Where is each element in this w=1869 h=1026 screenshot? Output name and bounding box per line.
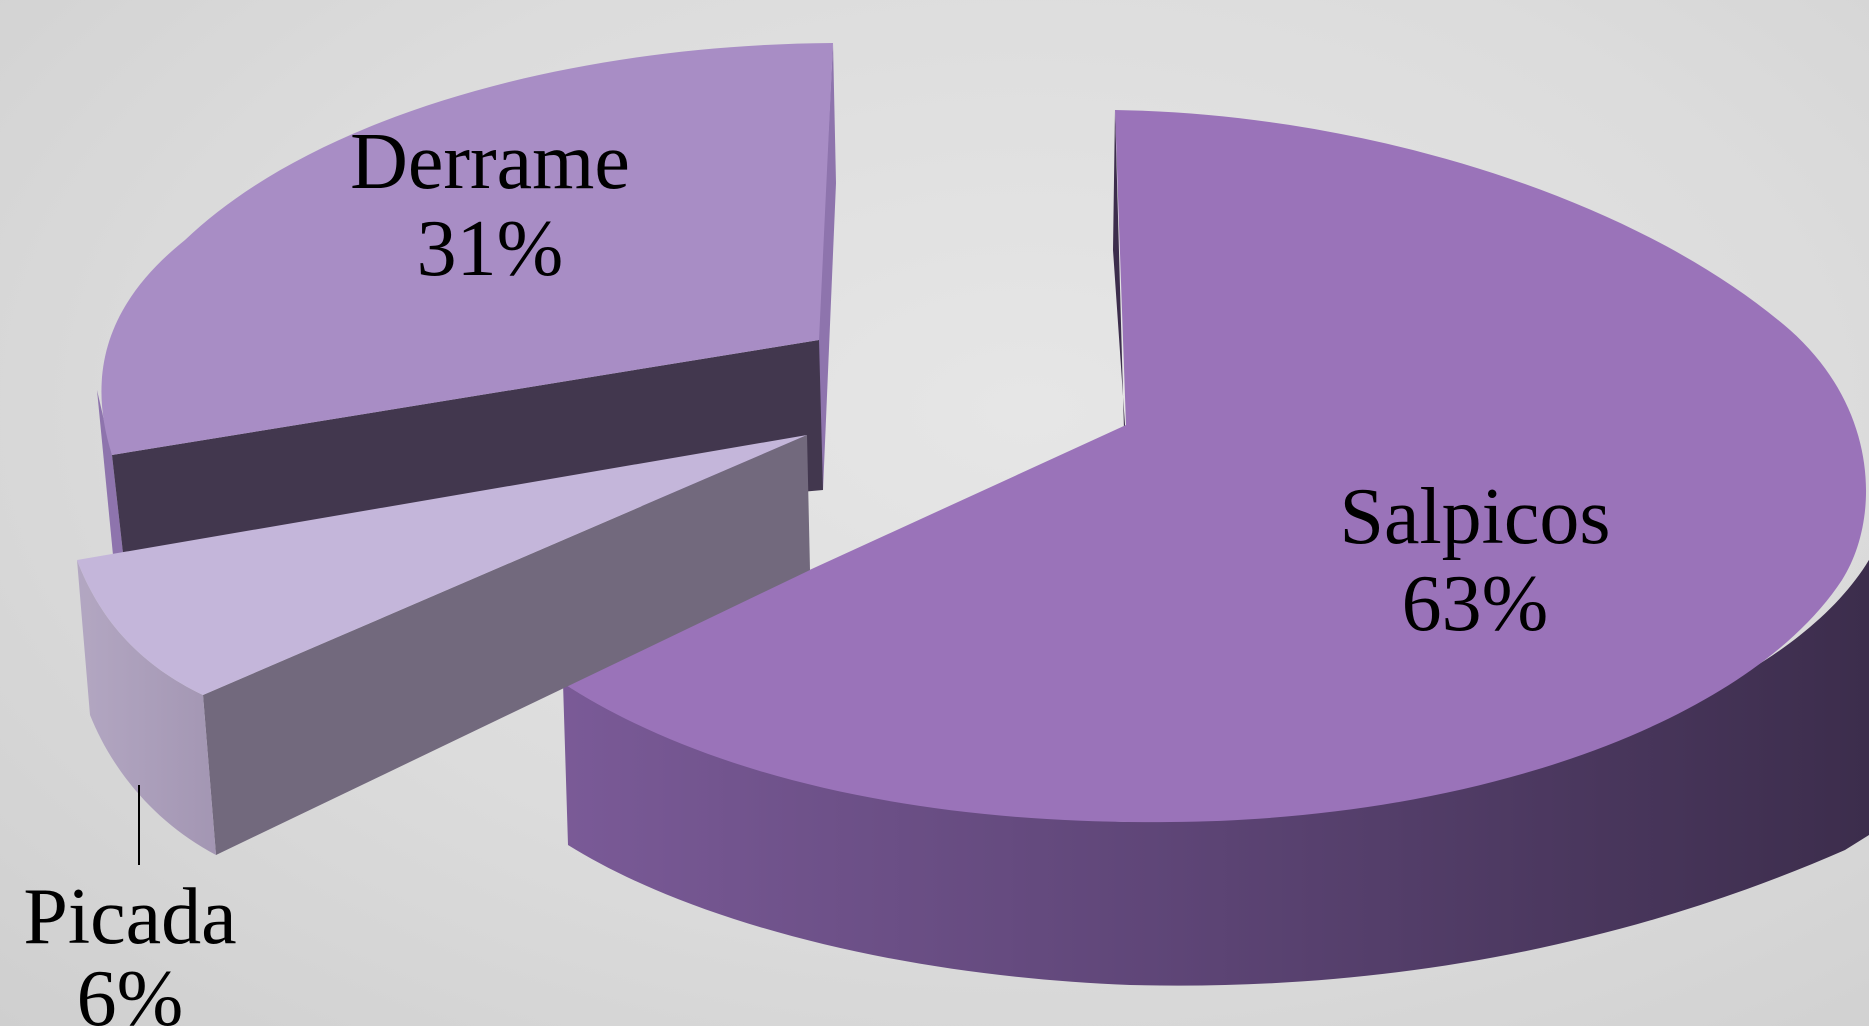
slice-inner-wall	[1113, 110, 1125, 430]
label-category: Salpicos	[1339, 473, 1610, 561]
label-percent: 6%	[77, 955, 184, 1026]
label-percent: 31%	[417, 205, 564, 293]
slice-outer-side	[77, 560, 216, 855]
slice-top	[101, 43, 833, 455]
slice-outer-side	[97, 390, 123, 555]
slice-outer-right	[818, 43, 836, 490]
pie-slice-salpicos	[563, 110, 1869, 986]
label-category: Derrame	[350, 118, 630, 206]
slice-cut-face	[203, 435, 810, 855]
slice-depth	[563, 560, 1869, 986]
label-percent: 63%	[1402, 560, 1549, 648]
label-category: Picada	[23, 873, 236, 961]
slice-top	[77, 435, 807, 695]
slice-top	[563, 110, 1867, 823]
pie-slice-picada	[77, 435, 810, 855]
